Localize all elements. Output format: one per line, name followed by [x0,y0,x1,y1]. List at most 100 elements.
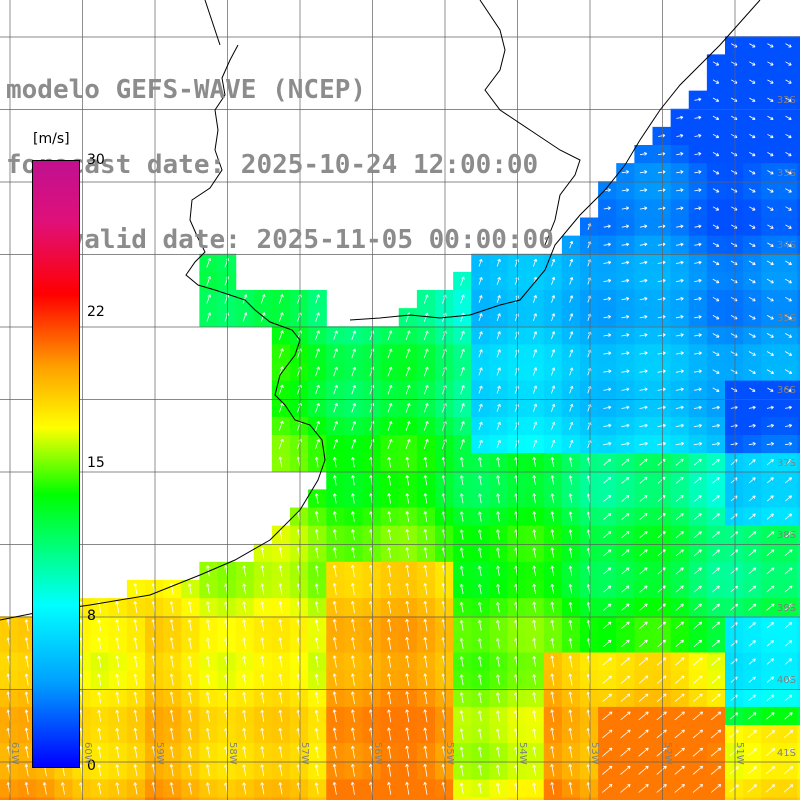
wind-arrow [551,367,556,376]
wind-speed-cell [797,580,800,599]
wind-arrow [674,675,685,684]
wind-speed-cell [416,308,436,327]
wind-arrow [351,493,355,504]
wind-speed-cell [743,598,762,617]
wind-arrow [187,655,192,668]
wind-speed-cell [725,525,744,545]
wind-arrow [603,458,612,466]
wind-arrow [551,313,556,322]
wind-arrow [477,656,482,667]
wind-arrow [730,477,738,484]
wind-arrow [478,439,483,449]
wind-arrow [496,421,501,431]
wind-arrow [693,423,702,428]
wind-arrow [712,61,720,66]
wind-speed-cell [797,271,800,291]
wind-arrow [477,764,482,776]
wind-arrow [206,312,212,322]
lon-label: 51W [734,742,745,765]
wind-arrow [496,439,501,449]
wind-arrow [387,330,393,341]
wind-arrow [242,728,247,740]
wind-arrow [423,529,428,540]
wind-arrow [24,709,29,723]
wind-speed-cell [616,525,635,545]
wind-arrow [603,387,612,392]
wind-arrow [550,439,556,449]
wind-arrow [621,621,630,629]
wind-arrow [766,585,775,593]
wind-arrow [496,547,500,558]
wind-arrow [169,601,174,613]
wind-arrow [568,782,573,795]
wind-speed-cell [634,743,654,762]
wind-arrow [767,152,774,157]
wind-arrow [748,333,756,338]
wind-speed-cell [471,435,490,454]
wind-arrow [638,693,649,703]
wind-arrow [423,619,428,632]
wind-arrow [785,387,792,392]
wind-arrow [748,622,756,629]
wind-arrow [351,330,357,340]
wind-arrow [783,730,794,739]
wind-arrow [657,639,666,648]
lon-label: 58W [227,742,238,765]
wind-speed-cell [706,670,726,690]
wind-arrow [657,351,666,356]
wind-arrow [710,784,722,793]
wind-arrow [749,152,756,157]
wind-arrow [278,294,284,304]
wind-speed-cell [290,398,309,418]
wind-arrow [532,547,537,558]
lat-label: 39S [776,603,796,614]
wind-arrow [748,567,757,575]
wind-arrow [766,531,775,539]
wind-arrow [656,693,667,703]
wind-arrow [532,456,537,468]
wind-arrow [278,565,283,577]
wind-arrow [766,676,774,683]
wind-arrow [766,369,775,374]
wind-arrow [405,727,410,741]
wind-arrow [278,601,283,613]
wind-speed-cell [706,525,726,545]
wind-arrow [710,765,722,775]
wind-arrow [639,296,648,301]
wind-arrow [187,691,192,704]
wind-arrow [621,333,630,337]
wind-arrow [278,420,284,432]
wind-arrow [405,348,411,359]
wind-speed-cell [797,761,800,780]
wind-arrow [423,438,429,450]
wind-arrow [766,567,775,575]
wind-arrow [710,729,722,739]
wind-arrow [710,747,722,757]
wind-speed-cell [743,688,762,708]
wind-arrow [569,367,574,376]
wind-arrow [187,619,192,632]
wind-arrow [459,547,464,558]
wind-arrow [459,457,464,468]
wind-arrow [711,675,721,684]
wind-speed-cell [797,108,800,128]
wind-speed-cell [616,688,635,708]
wind-speed-cell [290,362,309,382]
wind-arrow [459,710,464,722]
wind-speed-cell [743,471,762,490]
wind-arrow [205,691,210,704]
wind-arrow [765,766,776,775]
wind-speed-cell [489,797,509,800]
wind-arrow [260,637,265,650]
wind-speed-cell [670,634,690,654]
wind-arrow [314,456,319,468]
wind-arrow [675,639,684,648]
wind-speed-cell [688,471,708,490]
wind-arrow [24,691,29,704]
wind-arrow [350,763,355,777]
wind-arrow [729,784,739,793]
wind-arrow [97,691,102,704]
wind-arrow [748,658,756,665]
wind-arrow [569,331,574,340]
wind-arrow [766,333,774,338]
